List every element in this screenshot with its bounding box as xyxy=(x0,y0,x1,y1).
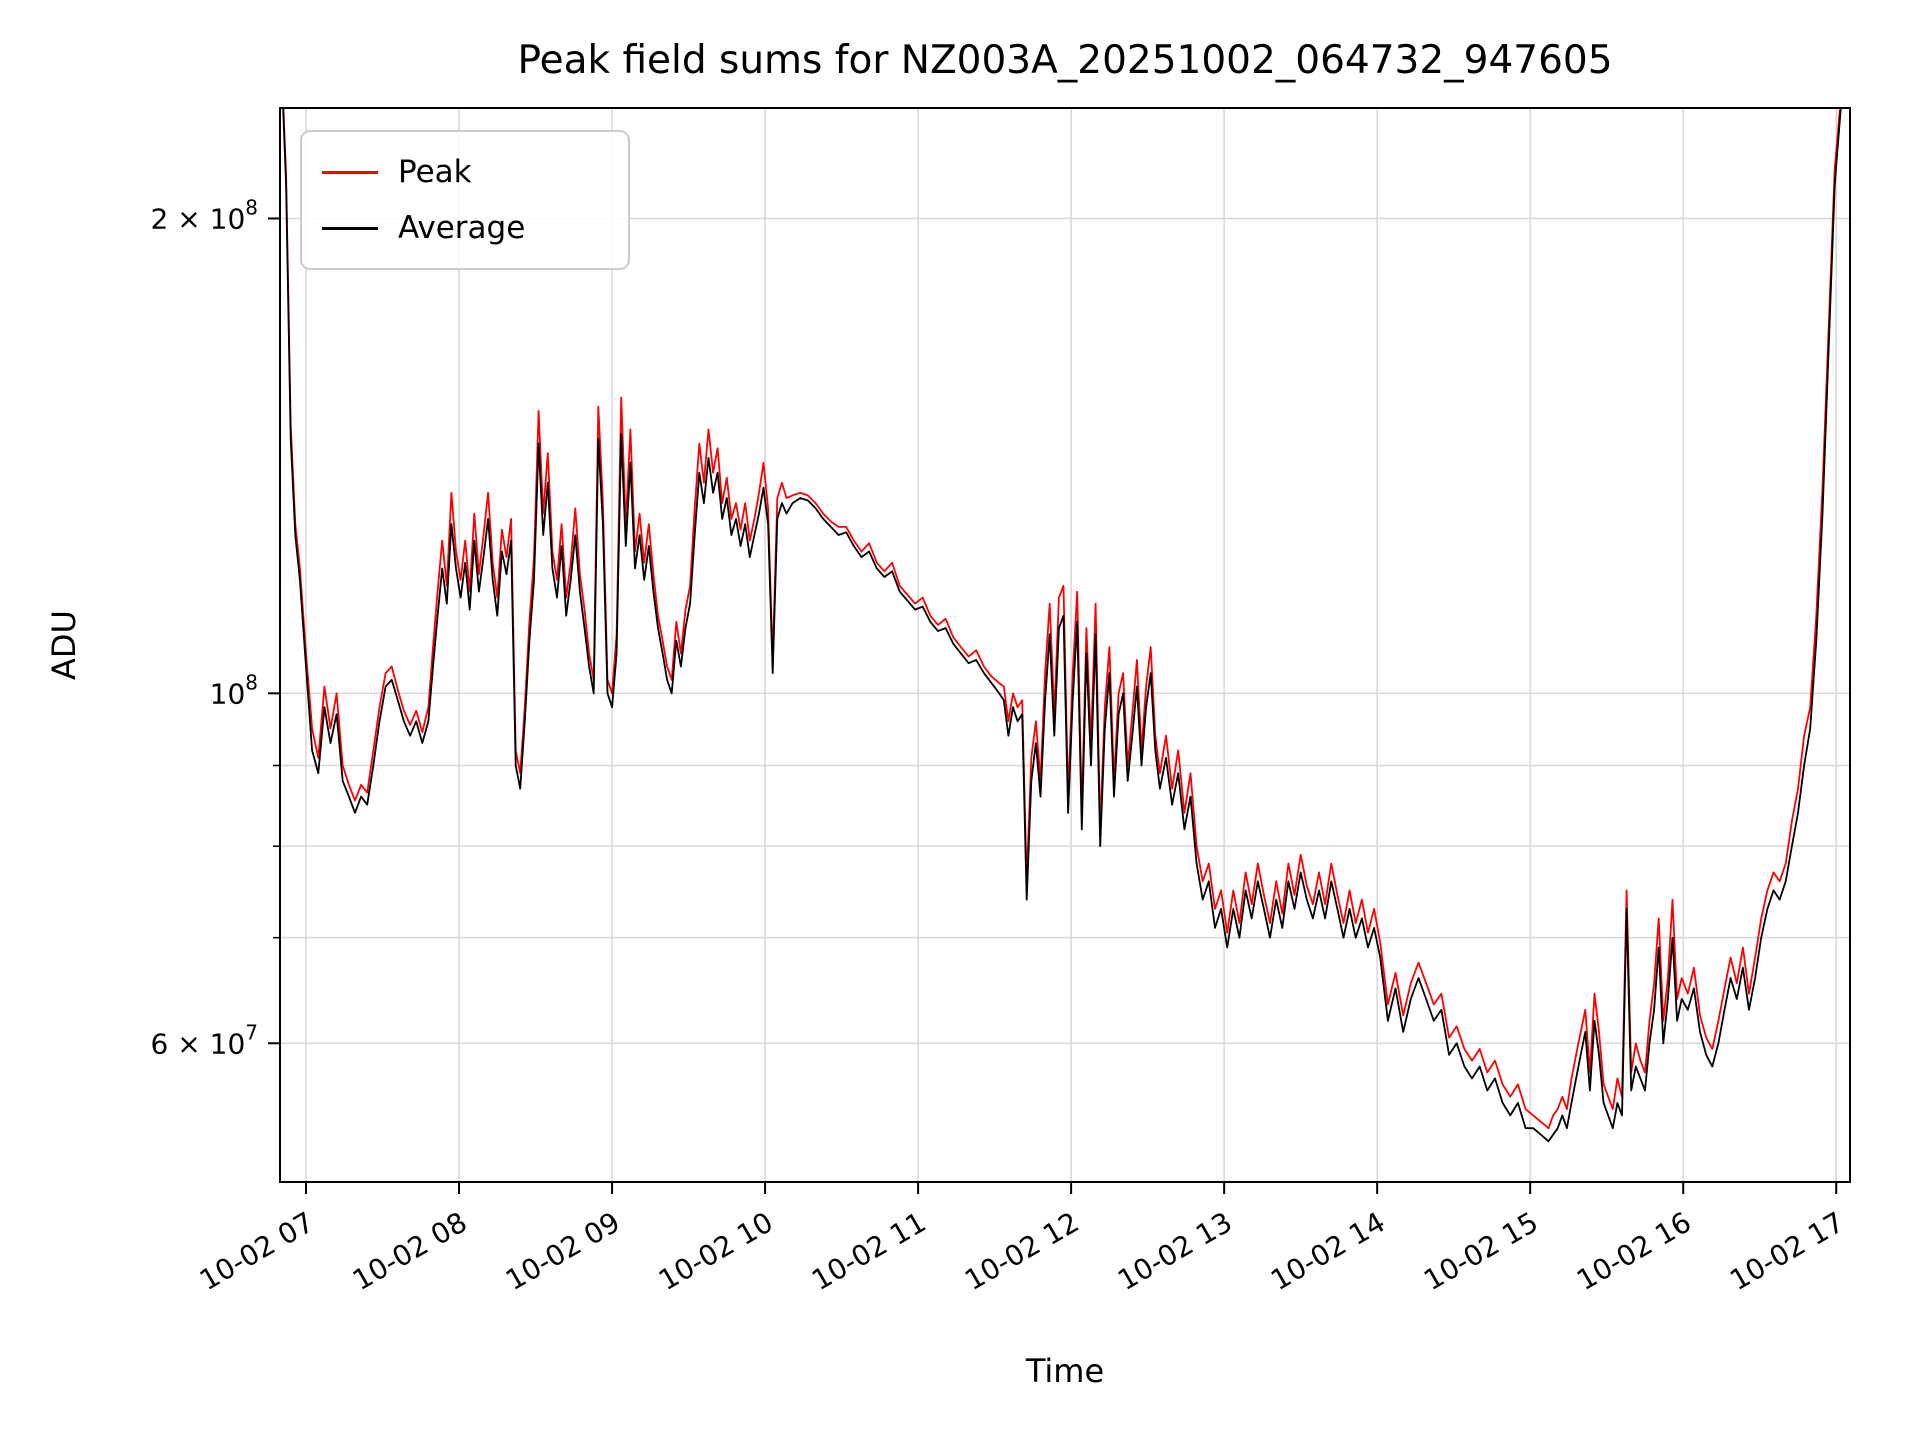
legend-entry-peak: Peak xyxy=(322,144,608,200)
legend-label-peak: Peak xyxy=(398,154,472,190)
legend: Peak Average xyxy=(300,130,630,270)
average-line-swatch xyxy=(322,226,378,230)
plot-border xyxy=(279,107,1851,1183)
chart-title: Peak field sums for NZ003A_20251002_0647… xyxy=(517,38,1613,83)
x-axis-label: Time xyxy=(1025,1352,1105,1390)
series-group xyxy=(282,108,1849,1143)
average-line xyxy=(282,108,1849,1143)
gridlines xyxy=(280,108,1850,1182)
x-tick-label: 10-02 12 xyxy=(959,1205,1085,1297)
x-tick-label: 10-02 13 xyxy=(1112,1205,1238,1297)
x-tick-label: 10-02 14 xyxy=(1265,1205,1391,1297)
x-tick-label: 10-02 17 xyxy=(1724,1205,1850,1297)
y-tick-label: 2 × 108 xyxy=(151,195,258,235)
y-tick-label: 108 xyxy=(210,670,258,710)
legend-label-average: Average xyxy=(398,210,526,246)
x-tick-label: 10-02 15 xyxy=(1418,1205,1544,1297)
ticks xyxy=(268,217,1838,1194)
y-axis-label: ADU xyxy=(45,610,83,680)
x-tick-label: 10-02 09 xyxy=(500,1205,626,1297)
x-tick-label: 10-02 16 xyxy=(1571,1205,1697,1297)
x-tick-label: 10-02 08 xyxy=(347,1205,473,1297)
x-tick-label: 10-02 07 xyxy=(194,1205,320,1297)
y-tick-label: 6 × 107 xyxy=(151,1020,258,1060)
x-tick-label: 10-02 11 xyxy=(806,1205,932,1297)
tick-labels: 10-02 07 10-02 08 10-02 09 10-02 10 10-02 11… xyxy=(151,195,1850,1297)
peak-line-swatch xyxy=(322,170,378,174)
x-tick-label: 10-02 10 xyxy=(653,1205,779,1297)
legend-entry-average: Average xyxy=(322,200,608,256)
